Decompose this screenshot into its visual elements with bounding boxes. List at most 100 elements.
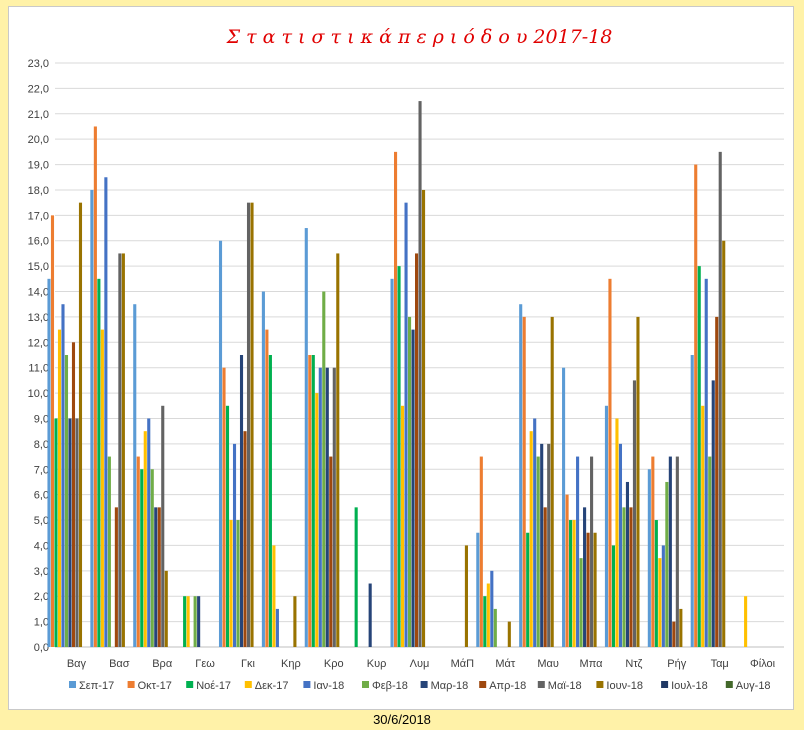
chart-title: Σ τ α τ ι σ τ ι κ ά π ε ρ ι ό δ ο υ 2017… [226,26,613,48]
bar [354,507,358,647]
bar [483,596,487,647]
bar [157,507,161,647]
bar [701,405,705,647]
bar [368,583,372,647]
bar [711,380,715,647]
legend-label: Αυγ-18 [736,680,771,692]
bar [550,316,554,647]
bar [522,316,526,647]
y-tick-label: 10,0 [28,388,49,400]
x-tick-label: Κυρ [367,658,387,670]
bar [422,189,426,647]
bar [147,418,151,647]
bar [197,596,201,647]
y-tick-label: 7,0 [34,464,49,476]
x-tick-label: Γκι [241,658,256,670]
x-tick-label: Κηρ [281,658,301,670]
bar [625,481,630,647]
legend-swatch [244,681,252,688]
y-tick-label: 16,0 [28,236,49,248]
bar [186,596,190,647]
legend-label: Οκτ-17 [138,680,172,692]
y-tick-label: 13,0 [28,312,49,324]
bar [239,355,244,647]
bar [243,431,247,647]
bar [611,545,616,647]
bar [332,367,336,647]
legend-swatch [362,681,369,688]
bar [464,545,468,647]
bar [744,596,748,647]
y-tick-label: 4,0 [34,540,49,552]
bar [394,151,398,647]
bar [261,291,265,647]
x-tick-label: Ρήγ [667,658,686,670]
bar [668,456,672,647]
x-tick-label: Γεω [195,658,215,670]
bar [415,253,419,647]
bar [647,469,651,647]
bar [272,545,276,647]
bar [229,520,233,647]
bar [572,520,576,647]
bar [565,494,569,647]
legend-swatch [596,681,604,688]
chart-frame: Σ τ α τ ι σ τ ι κ ά π ε ρ ι ό δ ο υ 2017… [8,6,794,710]
y-tick-label: 20,0 [28,134,49,146]
y-tick-label: 1,0 [34,617,49,629]
bar [536,456,540,647]
bar [164,570,168,647]
y-tick-label: 18,0 [28,185,49,197]
bar [579,558,583,647]
bar [322,291,326,647]
bar [304,228,308,648]
bar [193,596,197,647]
bar [90,189,94,647]
bar [93,126,97,647]
bar [586,532,590,647]
y-tick-label: 9,0 [34,413,49,425]
bar [232,443,237,647]
bar [154,507,158,647]
x-tick-label: Μπα [580,658,604,670]
bar [293,596,297,647]
bar [54,418,58,647]
bar [540,443,544,647]
y-tick-label: 22,0 [28,83,49,95]
y-tick-label: 2,0 [34,591,49,603]
bar [618,443,623,647]
legend-label: Μαρ-18 [431,680,469,692]
legend-swatch [479,681,487,688]
bar [408,316,412,647]
legend-label: Νοέ-17 [196,680,231,692]
legend-label: Ιαν-18 [313,680,344,692]
bar [136,456,140,647]
bar [275,608,279,647]
x-tick-label: Βαγ [67,658,87,670]
bar [143,431,147,647]
bar [690,355,694,647]
bar [133,304,137,647]
bar [161,405,165,647]
bar [265,329,269,647]
bar [615,418,619,647]
bar [390,278,394,647]
bar [718,151,722,647]
legend-label: Ιουν-18 [606,680,643,692]
legend-label: Απρ-18 [489,680,526,692]
bar [75,418,79,647]
bar [121,253,125,647]
bar [704,278,708,647]
x-tick-label: ΜάΠ [451,658,475,670]
bar [694,164,698,647]
bar [533,418,537,647]
bar [183,596,187,647]
bar [665,481,669,647]
bar [418,101,422,647]
legend-swatch [127,681,135,688]
bar [225,405,230,647]
bar [583,507,587,647]
bar [661,545,665,647]
y-tick-label: 5,0 [34,515,49,527]
bar [590,456,594,647]
